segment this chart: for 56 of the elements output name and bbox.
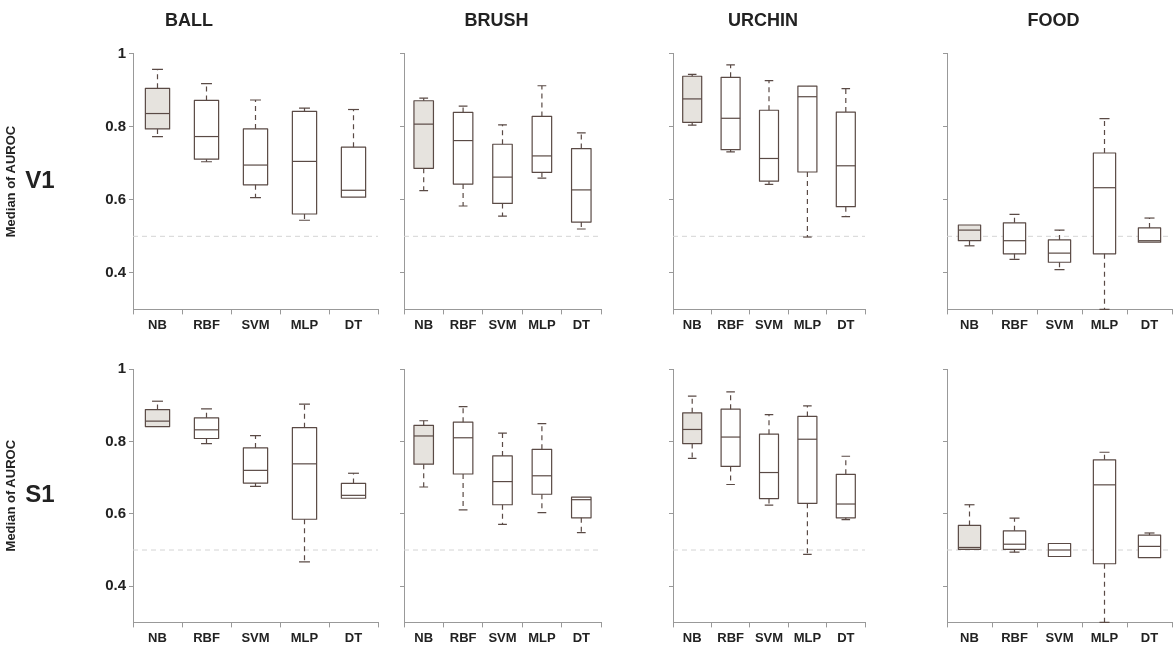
y-tick-label: 1 [117,359,126,377]
x-tick-label: SVM [1045,316,1074,332]
x-tick-label: DT [837,316,855,332]
x-tick-label: NB [682,316,702,332]
y-tick-label: 0.6 [105,189,126,207]
x-tick-label: RBF [1001,629,1028,645]
x-tick-label: NB [414,629,434,645]
x-tick-label: RBF [717,316,745,332]
y-axis-title: Median of AUROC [3,125,19,238]
x-tick-label: RBF [193,629,220,645]
x-tick-label: DT [1140,629,1159,645]
x-tick-label: DT [344,629,363,645]
x-tick-label: MLP [793,316,822,332]
x-tick-label: SVM [241,316,270,332]
x-tick-label: DT [1140,316,1159,332]
y-tick-label: 0.8 [105,116,126,134]
x-tick-label: NB [960,629,979,645]
chart-title: URCHIN [728,9,798,30]
y-axis-title: Median of AUROC [3,439,19,552]
chart-title: BRUSH [464,9,529,30]
y-tick-label: 0.4 [105,576,127,594]
x-tick-label: NB [960,316,979,332]
x-tick-label: DT [344,316,363,332]
x-tick-label: SVM [754,316,784,332]
y-tick-label: 0.8 [105,431,126,449]
x-tick-label: RBF [1001,316,1028,332]
text: S1 [25,480,55,508]
x-tick-label: SVM [1045,629,1074,645]
y-tick-label: 1 [117,43,126,61]
x-tick-label: MLP [528,629,556,645]
x-tick-label: SVM [488,629,517,645]
x-tick-label: RBF [193,316,220,332]
x-tick-label: MLP [1090,629,1119,645]
chart-title: FOOD [1027,9,1080,30]
x-tick-label: MLP [1090,316,1119,332]
x-tick-label: SVM [488,316,517,332]
x-tick-label: SVM [754,629,784,645]
x-tick-label: MLP [290,316,319,332]
x-tick-label: MLP [290,629,319,645]
y-tick-label: 0.4 [105,263,127,280]
x-tick-label: MLP [528,316,556,332]
x-tick-label: DT [837,629,855,645]
x-tick-label: NB [148,316,167,332]
x-tick-label: DT [572,316,591,332]
x-tick-label: NB [414,316,434,332]
x-tick-label: SVM [241,629,270,645]
x-tick-label: NB [682,629,702,645]
x-tick-label: MLP [793,629,822,645]
x-tick-label: DT [572,629,591,645]
y-tick-label: 0.6 [105,503,126,521]
x-tick-label: RBF [449,629,477,645]
x-tick-label: NB [148,629,167,645]
x-tick-label: RBF [449,316,477,332]
x-tick-label: RBF [717,629,745,645]
chart-title: BALL [165,9,213,30]
text: V1 [25,166,55,194]
